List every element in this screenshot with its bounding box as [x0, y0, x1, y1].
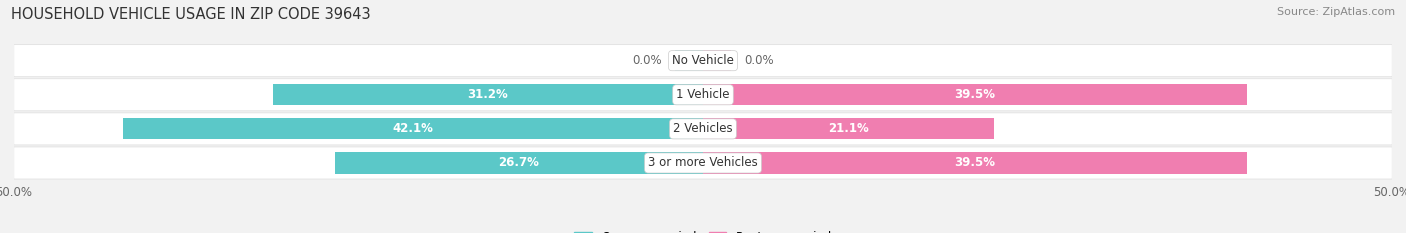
FancyBboxPatch shape [14, 113, 1392, 145]
Bar [703, 152, 1247, 174]
Text: 31.2%: 31.2% [468, 88, 509, 101]
Text: No Vehicle: No Vehicle [672, 54, 734, 67]
Bar [675, 50, 703, 71]
Text: 0.0%: 0.0% [633, 54, 662, 67]
Text: 39.5%: 39.5% [955, 88, 995, 101]
Bar [703, 118, 994, 140]
Text: 1 Vehicle: 1 Vehicle [676, 88, 730, 101]
Bar [703, 84, 1247, 105]
FancyBboxPatch shape [14, 79, 1392, 111]
Text: 2 Vehicles: 2 Vehicles [673, 122, 733, 135]
Bar [273, 84, 703, 105]
Bar [122, 118, 703, 140]
FancyBboxPatch shape [14, 147, 1392, 179]
Text: HOUSEHOLD VEHICLE USAGE IN ZIP CODE 39643: HOUSEHOLD VEHICLE USAGE IN ZIP CODE 3964… [11, 7, 371, 22]
Bar [703, 50, 731, 71]
Text: 3 or more Vehicles: 3 or more Vehicles [648, 157, 758, 169]
Text: 26.7%: 26.7% [499, 157, 540, 169]
Legend: Owner-occupied, Renter-occupied: Owner-occupied, Renter-occupied [569, 226, 837, 233]
Text: Source: ZipAtlas.com: Source: ZipAtlas.com [1277, 7, 1395, 17]
Bar [335, 152, 703, 174]
FancyBboxPatch shape [14, 45, 1392, 77]
Text: 42.1%: 42.1% [392, 122, 433, 135]
Text: 21.1%: 21.1% [828, 122, 869, 135]
Text: 0.0%: 0.0% [744, 54, 773, 67]
Text: 39.5%: 39.5% [955, 157, 995, 169]
